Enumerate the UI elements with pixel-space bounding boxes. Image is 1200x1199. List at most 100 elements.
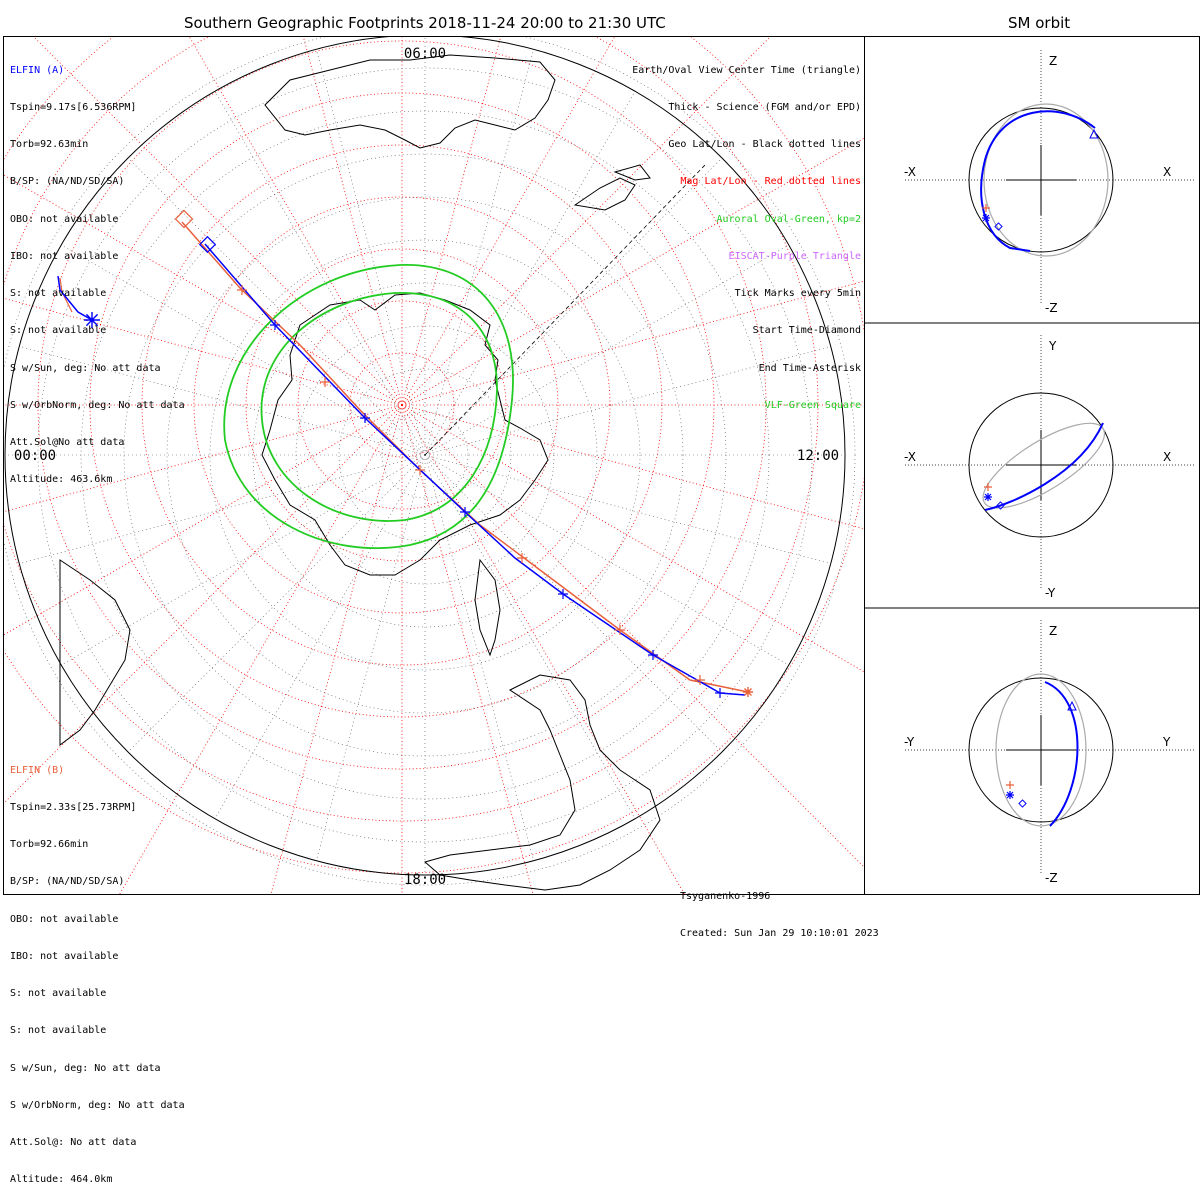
sm-axis-label-left: -Y bbox=[904, 735, 915, 749]
mag-lon-line bbox=[401, 404, 864, 673]
elfin-a-name: ELFIN (A) bbox=[10, 64, 65, 76]
elfin-a-ibo: IBO: not available bbox=[10, 250, 119, 262]
sm-axis-label-top: Y bbox=[1048, 339, 1057, 353]
mag-lat-circle bbox=[349, 352, 455, 458]
mag-lat-circle bbox=[193, 196, 611, 614]
elfin-b-start-diamond bbox=[174, 209, 194, 229]
mag-lon-line bbox=[4, 174, 403, 406]
sm-start-diamond bbox=[996, 501, 1005, 510]
geo-lon-line bbox=[424, 454, 534, 861]
sm-view-triangle bbox=[1067, 700, 1077, 711]
south-america-outline bbox=[423, 674, 661, 891]
sm-end-asterisk-b bbox=[984, 483, 992, 491]
mag-lon-line bbox=[189, 37, 403, 406]
newzealand-outline bbox=[573, 164, 651, 211]
mag-lon-line bbox=[401, 137, 864, 406]
geo-lon-line bbox=[127, 454, 426, 753]
legend-geo-grid: Geo Lat/Lon - Black dotted lines bbox=[668, 139, 861, 151]
peninsula-outline bbox=[474, 558, 501, 657]
elfin-b-tick-mark bbox=[615, 625, 625, 635]
geo-lat-circle bbox=[37, 67, 813, 843]
sm-start-diamond bbox=[1018, 799, 1027, 808]
geo-lat-circle bbox=[166, 196, 684, 714]
legend-auroral-oval: Auroral Oval-Green, kp=2 bbox=[716, 213, 862, 225]
geo-lon-line bbox=[424, 49, 534, 456]
elfin-b-s-orbnorm: S w/OrbNorm, deg: No att data bbox=[10, 1099, 185, 1111]
elfin-b-obo: OBO: not available bbox=[10, 913, 119, 925]
map-layer bbox=[4, 37, 864, 894]
sm-orbit-gray bbox=[995, 673, 1087, 827]
sm-orbit-track bbox=[980, 110, 1096, 252]
mag-lon-line bbox=[401, 404, 534, 894]
elfin-b-tick-mark bbox=[237, 285, 247, 295]
geo-lat-circle bbox=[4, 37, 856, 886]
elfin-b-bsp: B/SP: (NA/ND/SD/SA) bbox=[10, 876, 125, 888]
mag-lat-circle bbox=[4, 37, 864, 874]
elfin-b-s1: S: not available bbox=[10, 988, 107, 1000]
geo-lon-line bbox=[424, 454, 636, 819]
sm-end-asterisk-b bbox=[1006, 781, 1014, 789]
elfin-b-info: ELFIN (B) Tspin=2.33s[25.73RPM] Torb=92.… bbox=[10, 740, 185, 1199]
elfin-a-altitude: Altitude: 463.6km bbox=[10, 474, 113, 486]
sm-axis-label-left: -X bbox=[904, 165, 916, 179]
geo-lat-circle bbox=[381, 411, 469, 499]
mag-lon-line bbox=[270, 404, 403, 894]
elfin-a-start-diamond bbox=[198, 235, 217, 254]
elfin-a-end-asterisk bbox=[84, 312, 100, 328]
auroral-oval-outer bbox=[223, 264, 514, 549]
sm-earth-circle bbox=[968, 677, 1114, 823]
mag-lon-line bbox=[4, 404, 403, 636]
australia-outline bbox=[264, 54, 556, 149]
legend-view-center: Earth/Oval View Center Time (triangle) bbox=[632, 64, 861, 76]
elfin-b-s2: S: not available bbox=[10, 1025, 107, 1037]
mag-lat-circle bbox=[4, 37, 819, 822]
legend-tick-marks: Tick Marks every 5min bbox=[734, 288, 861, 300]
page-title: Southern Geographic Footprints 2018-11-2… bbox=[184, 14, 666, 32]
time-label-left: 00:00 bbox=[14, 448, 56, 464]
time-label-right: 12:00 bbox=[797, 448, 839, 464]
mag-lon-line bbox=[4, 297, 403, 406]
elfin-a-tick-mark bbox=[360, 413, 370, 423]
elfin-a-bsp: B/SP: (NA/ND/SD/SA) bbox=[10, 176, 125, 188]
elfin-a-torb: Torb=92.63min bbox=[10, 139, 89, 151]
sm-orbit-track bbox=[984, 422, 1104, 511]
mag-lon-line bbox=[119, 404, 403, 894]
elfin-a-tick-mark bbox=[270, 320, 280, 330]
footprint-map: 06:00 00:00 12:00 18:00 Z -Z -X X Y -Y -X X Z -Z -Y Y bbox=[4, 37, 1200, 894]
elfin-a-tick-mark bbox=[715, 688, 725, 698]
sm-earth-circle bbox=[968, 107, 1114, 253]
elfin-b-tspin: Tspin=2.33s[25.73RPM] bbox=[10, 802, 137, 814]
mag-lon-line bbox=[401, 280, 864, 406]
sm-start-diamond bbox=[994, 222, 1003, 231]
sm-axis-label-bottom: -Y bbox=[1045, 586, 1056, 600]
sm-orbit-gray bbox=[982, 422, 1106, 509]
mag-lon-line bbox=[33, 37, 403, 406]
mag-lon-line bbox=[4, 404, 403, 804]
sm-axis-label-top: Z bbox=[1049, 54, 1057, 68]
mag-lon-line bbox=[4, 404, 403, 513]
elfin-b-ibo: IBO: not available bbox=[10, 950, 119, 962]
mag-lon-line bbox=[401, 37, 771, 406]
sm-orbit-title: SM orbit bbox=[1008, 14, 1071, 32]
elfin-b-altitude: Altitude: 464.0km bbox=[10, 1174, 113, 1186]
geo-lon-line bbox=[316, 454, 426, 861]
sm-axis-label-top: Z bbox=[1049, 624, 1057, 638]
elfin-a-tick-mark bbox=[460, 507, 470, 517]
geo-lon-line bbox=[214, 91, 426, 456]
sm-orbit-track bbox=[1044, 681, 1079, 827]
sm-view-triangle bbox=[1089, 128, 1099, 139]
elfin-b-att-sol: Att.Sol@: No att data bbox=[10, 1137, 137, 1148]
elfin-b-tick-mark bbox=[415, 465, 425, 475]
elfin-a-obo: OBO: not available bbox=[10, 213, 119, 225]
mag-lat-circle bbox=[245, 248, 559, 562]
africa-outline bbox=[59, 559, 131, 746]
legend-thick-science: Thick - Science (FGM and/or EPD) bbox=[668, 102, 861, 114]
elfin-a-s-sun: S w/Sun, deg: No att data bbox=[10, 362, 161, 374]
elfin-a-track-segment bbox=[57, 275, 93, 321]
elfin-b-tick-mark bbox=[320, 377, 330, 387]
elfin-a-att-sol: Att.Sol@No att data bbox=[10, 437, 125, 448]
time-label-bottom: 18:00 bbox=[404, 872, 446, 888]
geo-lon-line bbox=[424, 454, 723, 753]
geo-lon-line bbox=[424, 91, 636, 456]
sm-axis-label-right: X bbox=[1163, 450, 1171, 464]
